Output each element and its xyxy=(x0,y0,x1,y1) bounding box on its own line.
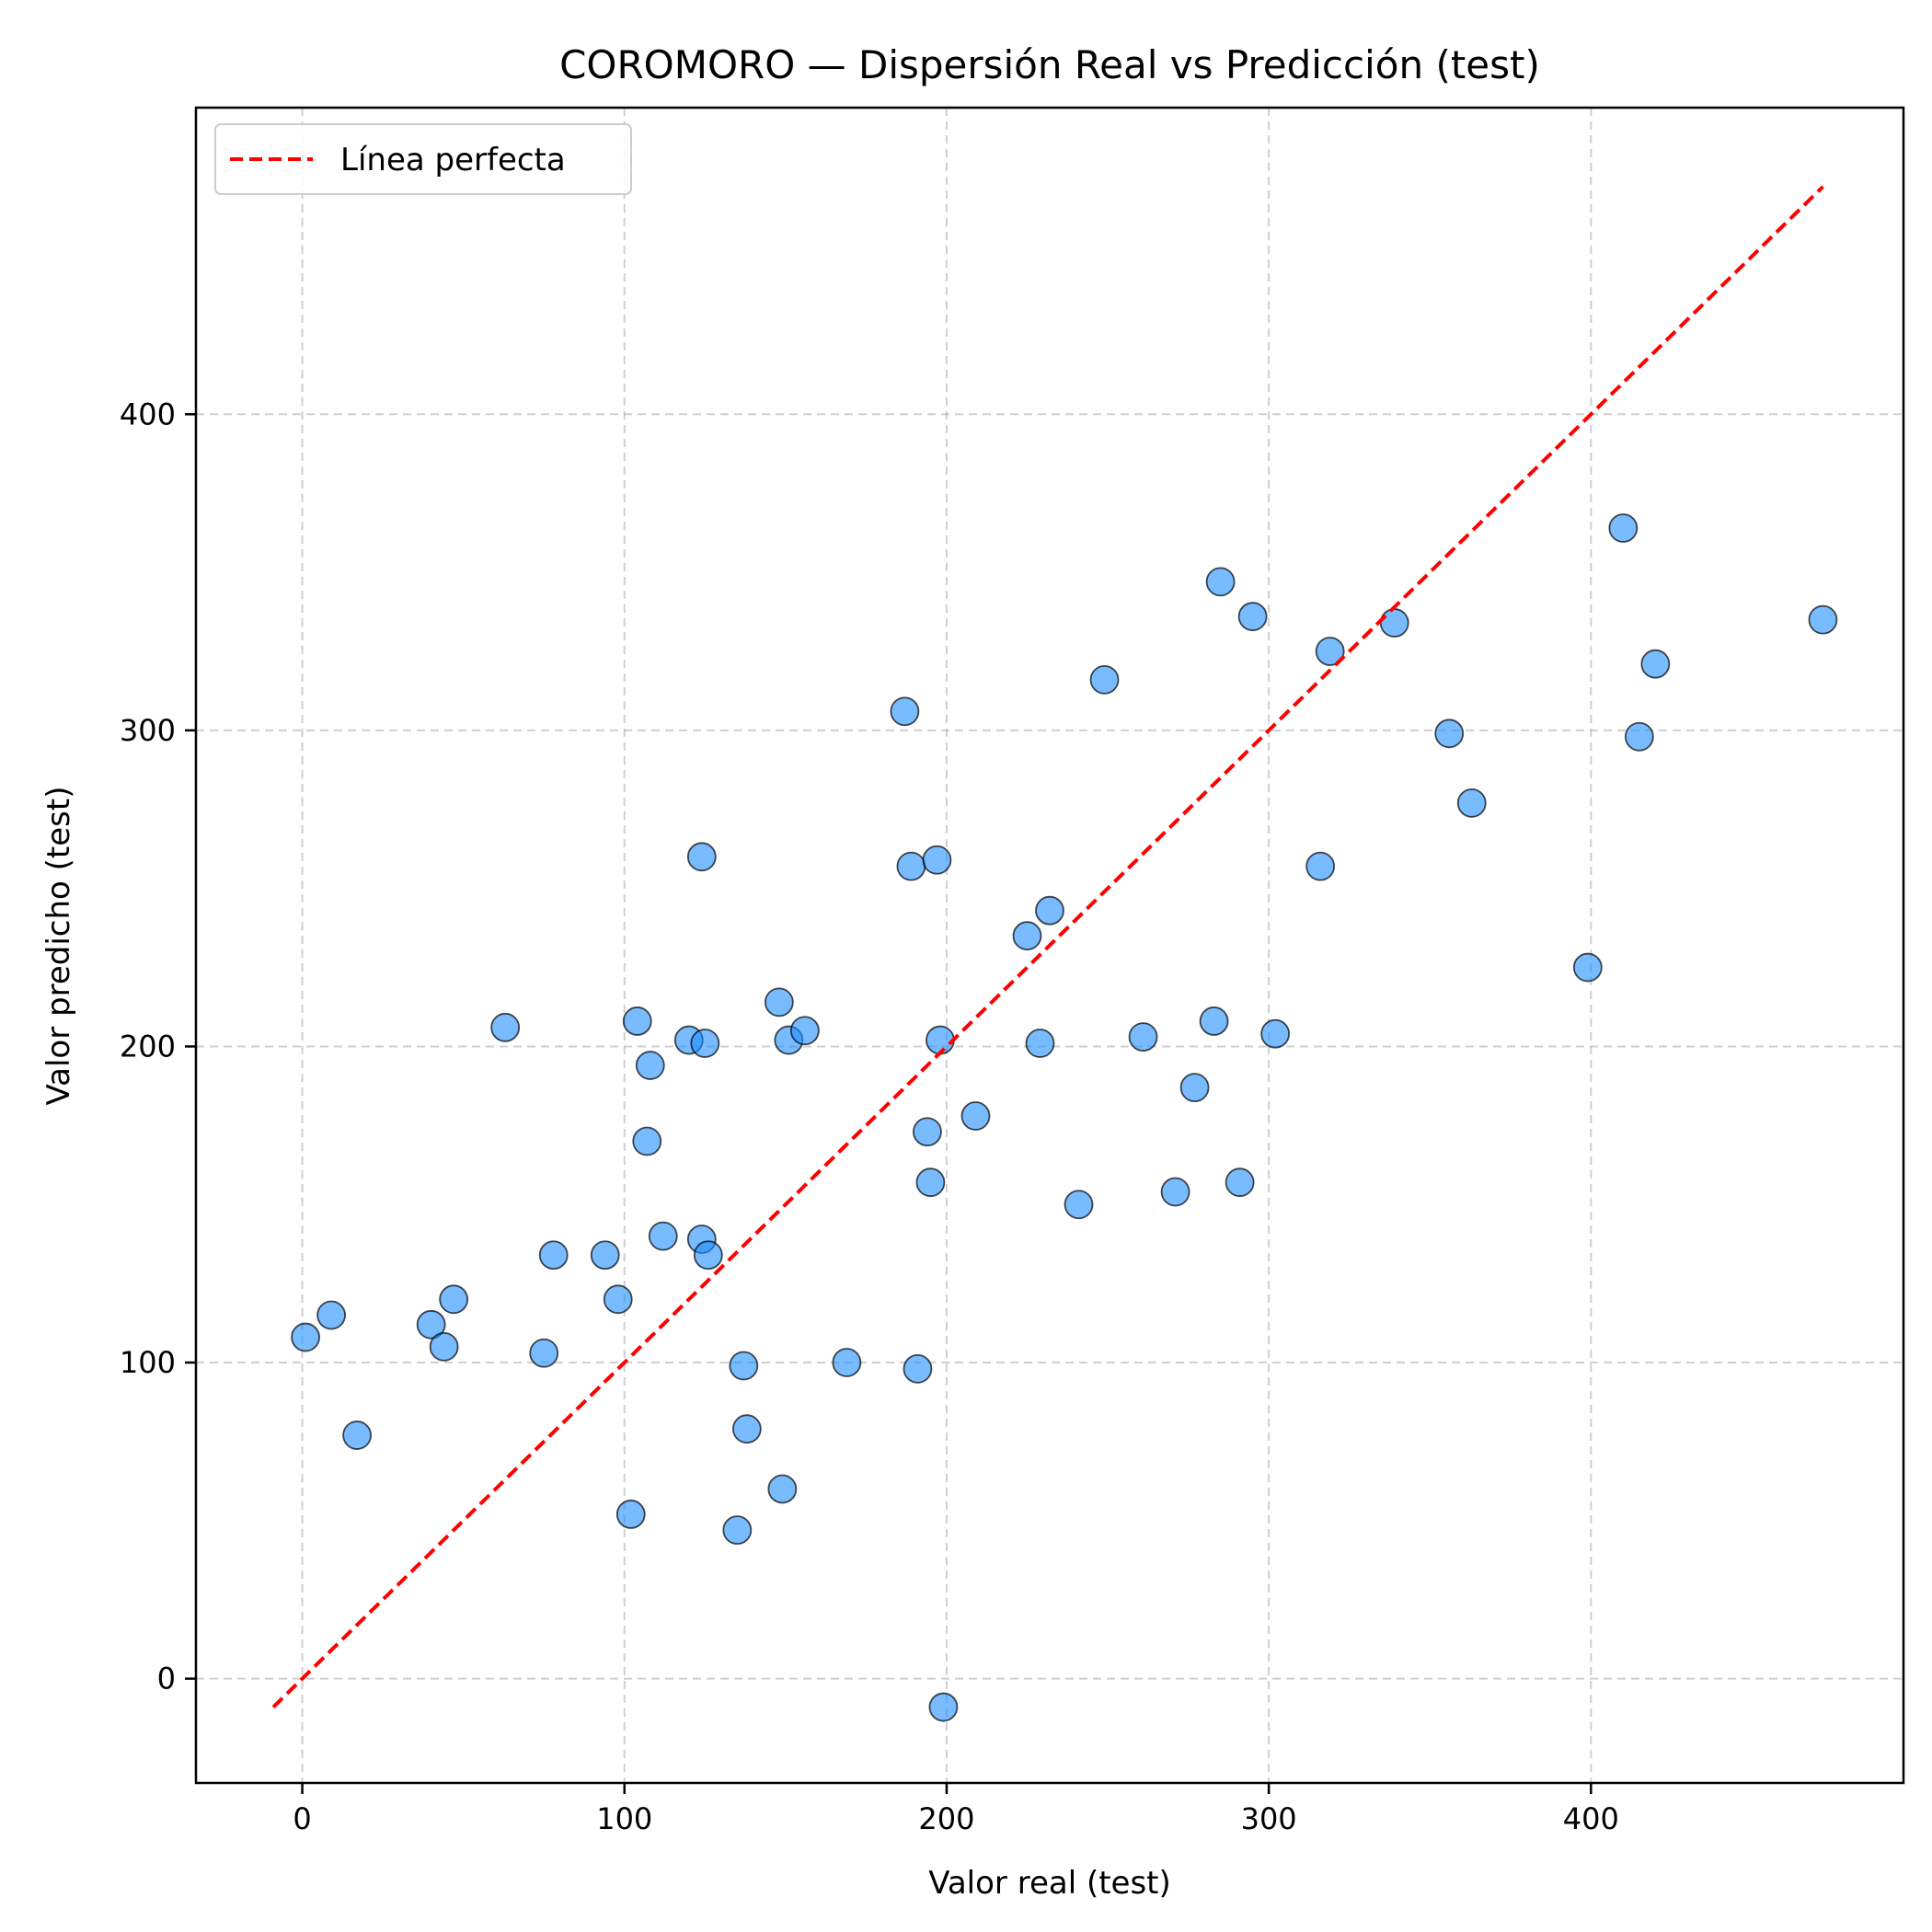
data-point xyxy=(1808,604,1838,635)
y-tick-label: 0 xyxy=(157,1662,176,1696)
x-axis-title: Valor real (test) xyxy=(928,1865,1171,1902)
data-point xyxy=(316,1300,346,1330)
y-tick-label: 300 xyxy=(120,713,176,748)
data-point xyxy=(729,1351,759,1381)
data-point xyxy=(1012,921,1042,951)
data-point xyxy=(1640,649,1671,679)
perfect-line xyxy=(271,185,1824,1708)
data-point xyxy=(1025,1029,1055,1058)
x-tick-label: 100 xyxy=(596,1801,652,1836)
data-point xyxy=(1035,895,1064,926)
data-point xyxy=(690,1029,720,1058)
y-axis-ticks: 0 100 200 300 400 xyxy=(120,397,196,1696)
data-point xyxy=(1456,788,1487,818)
data-point xyxy=(767,1474,798,1504)
y-tick-label: 200 xyxy=(120,1029,176,1064)
data-point xyxy=(928,1692,959,1722)
data-point xyxy=(686,842,717,872)
data-point xyxy=(1128,1022,1158,1052)
legend-label: Línea perfecta xyxy=(340,142,566,178)
x-tick-label: 200 xyxy=(918,1801,974,1836)
data-point xyxy=(896,851,926,881)
legend: Línea perfecta xyxy=(214,123,632,195)
data-point xyxy=(632,1126,662,1156)
data-point xyxy=(693,1240,723,1271)
data-point xyxy=(1305,851,1336,881)
x-axis-ticks: 0 100 200 300 400 xyxy=(293,1783,1619,1836)
legend-box xyxy=(214,123,632,195)
data-point xyxy=(342,1420,372,1450)
data-point xyxy=(1572,952,1603,983)
data-point xyxy=(490,1012,521,1042)
data-point xyxy=(635,1051,665,1080)
data-point xyxy=(960,1101,991,1131)
data-point xyxy=(1624,721,1654,752)
data-point xyxy=(291,1322,320,1352)
data-point xyxy=(1434,719,1465,749)
data-point xyxy=(529,1338,559,1368)
data-point xyxy=(590,1240,620,1271)
data-point xyxy=(1608,513,1639,543)
data-point xyxy=(922,845,952,875)
perfect-line-layer xyxy=(271,185,1824,1708)
data-point xyxy=(890,696,920,727)
data-point xyxy=(1260,1018,1291,1049)
data-point xyxy=(1315,637,1345,666)
chart-title: COROMORO — Dispersión Real vs Predicción… xyxy=(559,42,1540,87)
data-point xyxy=(615,1500,646,1529)
data-points xyxy=(291,513,1838,1722)
data-point xyxy=(1205,567,1236,597)
data-point xyxy=(439,1284,469,1315)
data-point xyxy=(416,1309,446,1340)
data-point xyxy=(903,1354,933,1384)
data-point xyxy=(926,1025,955,1055)
y-axis-title: Valor predicho (test) xyxy=(40,787,77,1106)
data-point xyxy=(1225,1167,1255,1198)
data-point xyxy=(915,1167,946,1198)
data-point xyxy=(603,1284,633,1315)
data-point xyxy=(913,1117,942,1147)
data-point xyxy=(789,1016,820,1046)
x-tick-label: 400 xyxy=(1563,1801,1619,1836)
data-point xyxy=(622,1006,652,1036)
plot-frame xyxy=(194,106,1905,1785)
data-point xyxy=(1199,1006,1229,1036)
data-point xyxy=(731,1414,762,1444)
data-point xyxy=(764,987,794,1018)
data-point xyxy=(1237,602,1268,632)
data-point xyxy=(1179,1073,1210,1103)
data-point xyxy=(648,1221,678,1251)
x-tick-label: 0 xyxy=(293,1801,311,1836)
data-point xyxy=(1089,664,1120,695)
data-point xyxy=(1379,608,1409,638)
data-point xyxy=(1064,1190,1094,1220)
y-tick-label: 400 xyxy=(120,397,176,431)
data-point xyxy=(1160,1177,1190,1207)
data-point xyxy=(832,1348,862,1377)
y-tick-label: 100 xyxy=(120,1345,176,1380)
data-point xyxy=(429,1331,459,1362)
x-tick-label: 300 xyxy=(1241,1801,1297,1836)
data-point xyxy=(722,1515,753,1546)
data-point xyxy=(538,1240,569,1271)
